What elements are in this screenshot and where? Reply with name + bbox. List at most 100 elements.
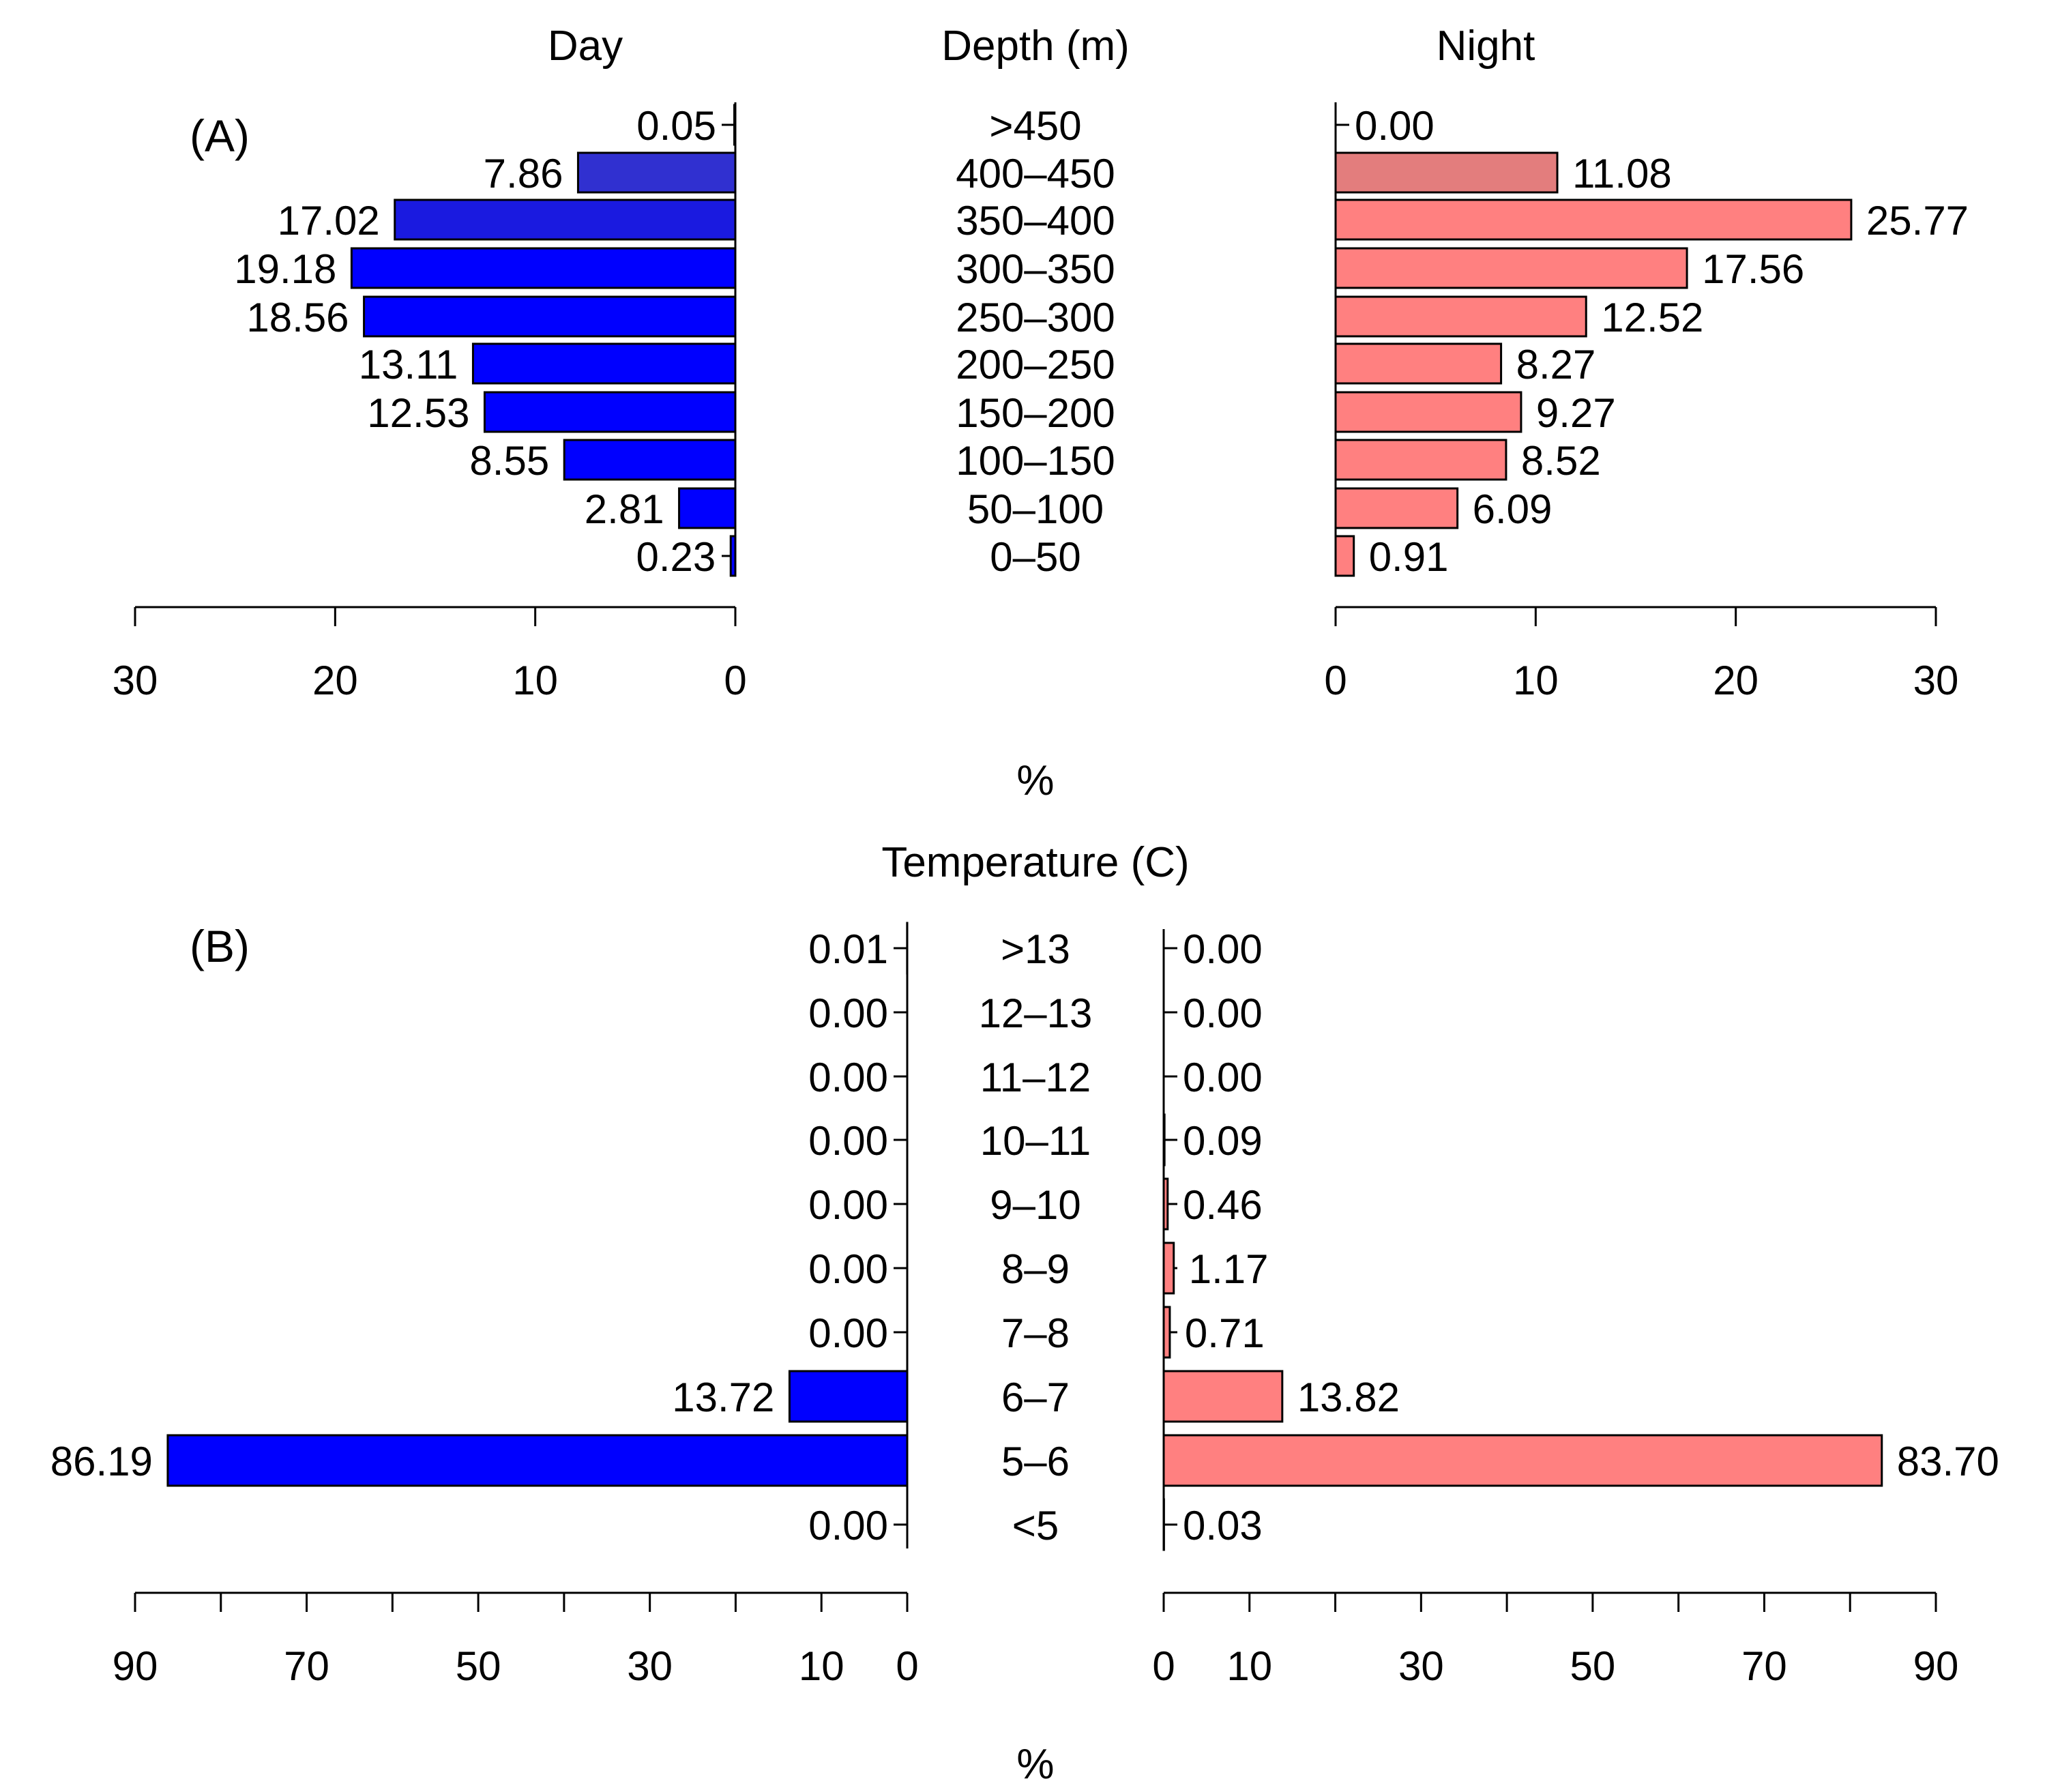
night-bar <box>1334 199 1853 241</box>
panel-a-x-axis-label: % <box>1016 757 1054 804</box>
depth-category-label: 250–300 <box>956 295 1115 340</box>
depth-category-label: 100–150 <box>956 438 1115 484</box>
night-value-axis-tick-label: 50 <box>1570 1643 1616 1689</box>
day-bar <box>563 439 737 481</box>
depth-category-label: >450 <box>989 103 1081 149</box>
night-value-label: 9.27 <box>1536 390 1616 436</box>
depth-category-label: 350–400 <box>956 198 1115 244</box>
night-column-title: Night <box>1437 23 1535 70</box>
temperature-category-label: 5–6 <box>1001 1439 1070 1484</box>
day-bar <box>166 1434 909 1487</box>
day-bar <box>788 1370 909 1423</box>
panel-a-label: (A) <box>190 111 250 161</box>
night-value-label: 0.00 <box>1183 926 1263 972</box>
night-value-axis-tick-label: 30 <box>1913 658 1959 703</box>
day-value-label: 0.00 <box>808 990 888 1036</box>
night-bar <box>1334 247 1688 289</box>
night-value-axis-tick-label: 70 <box>1741 1643 1787 1689</box>
night-bar <box>1162 1370 1284 1423</box>
night-bar <box>1162 1242 1175 1295</box>
panel-temperature-distribution: Temperature (C) (B) % >13 12–13 11–12 10–11… <box>50 839 1999 1788</box>
day-value-label: 0.01 <box>808 926 888 972</box>
day-value-axis-tick-label: 50 <box>456 1643 501 1689</box>
day-value-label: 0.23 <box>636 534 716 580</box>
temperature-category-label: 8–9 <box>1001 1246 1070 1292</box>
day-value-label: 18.56 <box>246 295 349 340</box>
night-value-axis-tick-label: 0 <box>1324 658 1347 703</box>
day-value-label: 0.00 <box>808 1055 888 1100</box>
depth-category-label: 0–50 <box>990 534 1080 580</box>
night-value-label: 13.82 <box>1297 1375 1400 1420</box>
night-value-label: 0.71 <box>1185 1310 1265 1356</box>
depth-category-label: 300–350 <box>956 246 1115 292</box>
night-value-label: 0.00 <box>1355 103 1435 149</box>
day-value-label: 12.53 <box>367 390 469 436</box>
day-value-label: 0.00 <box>808 1503 888 1548</box>
depth-category-label: 150–200 <box>956 390 1115 436</box>
day-value-axis-tick-label: 90 <box>113 1643 158 1689</box>
day-bar <box>363 295 737 338</box>
temperature-category-label: 10–11 <box>980 1118 1091 1164</box>
depth-category-label: 50–100 <box>967 486 1104 532</box>
day-column-title: Day <box>548 23 623 70</box>
night-bar <box>1162 1434 1883 1487</box>
temperature-category-label: >13 <box>1001 926 1070 972</box>
temperature-category-label: 7–8 <box>1001 1310 1070 1356</box>
temperature-column-title: Temperature (C) <box>881 839 1189 886</box>
day-bar <box>678 487 737 529</box>
night-bar <box>1162 1306 1171 1359</box>
panel-b-x-axis-label: % <box>1016 1741 1054 1788</box>
night-bar <box>1334 391 1522 433</box>
night-value-label: 6.09 <box>1473 486 1553 532</box>
temperature-category-label: <5 <box>1012 1503 1059 1548</box>
night-bar <box>1334 151 1559 194</box>
panel-b-label: (B) <box>190 921 250 971</box>
night-value-axis-tick-label: 10 <box>1226 1643 1272 1689</box>
day-value-label: 13.11 <box>359 342 458 387</box>
day-bar <box>729 535 737 577</box>
temperature-category-label: 12–13 <box>979 990 1093 1036</box>
depth-category-label: 400–450 <box>956 151 1115 196</box>
night-value-label: 0.09 <box>1183 1118 1263 1164</box>
day-value-label: 19.18 <box>234 246 336 292</box>
night-bar <box>1334 342 1503 385</box>
day-bar <box>483 391 737 433</box>
night-value-label: 25.77 <box>1866 198 1969 244</box>
night-bar <box>1162 1177 1169 1231</box>
night-value-label: 0.00 <box>1183 990 1263 1036</box>
day-value-label: 13.72 <box>672 1375 774 1420</box>
night-value-label: 11.08 <box>1572 151 1672 196</box>
depth-column-title: Depth (m) <box>941 23 1130 70</box>
day-value-label: 0.00 <box>808 1310 888 1356</box>
day-value-label: 0.05 <box>636 103 716 149</box>
day-value-label: 0.00 <box>808 1182 888 1228</box>
day-value-axis-tick-label: 10 <box>512 658 558 703</box>
night-value-axis-tick-label: 20 <box>1713 658 1759 703</box>
night-value-label: 0.03 <box>1183 1503 1263 1548</box>
night-value-label: 0.00 <box>1183 1055 1263 1100</box>
night-value-label: 1.17 <box>1189 1246 1269 1292</box>
day-value-label: 0.00 <box>808 1118 888 1164</box>
day-value-label: 2.81 <box>585 486 664 532</box>
temperature-category-label: 11–12 <box>980 1055 1091 1100</box>
day-value-label: 0.00 <box>808 1246 888 1292</box>
day-value-axis-tick-label: 30 <box>113 658 158 703</box>
day-value-axis-tick-label: 30 <box>627 1643 673 1689</box>
day-value-label: 8.55 <box>469 438 549 484</box>
night-value-axis-tick-label: 30 <box>1398 1643 1444 1689</box>
night-bar <box>1334 487 1459 529</box>
night-bar <box>1334 295 1587 338</box>
depth-category-label: 200–250 <box>956 342 1115 387</box>
night-bar <box>1334 535 1355 577</box>
day-bar <box>576 151 737 194</box>
night-value-label: 83.70 <box>1897 1439 1999 1484</box>
night-value-axis-tick-label: 90 <box>1913 1643 1959 1689</box>
day-bar <box>471 342 737 385</box>
day-value-axis-tick-label: 0 <box>724 658 746 703</box>
day-value-axis-tick-label: 70 <box>284 1643 329 1689</box>
day-value-axis-tick-label: 20 <box>312 658 358 703</box>
temperature-category-label: 9–10 <box>990 1182 1080 1228</box>
night-bar <box>1334 439 1507 481</box>
day-value-label: 86.19 <box>50 1439 153 1484</box>
